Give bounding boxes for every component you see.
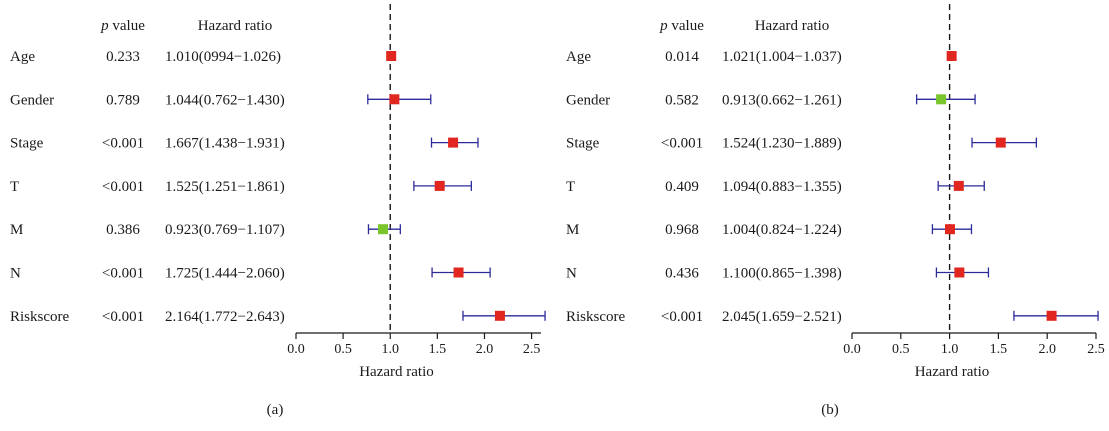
row-hr-text: 1.010(0994−1.026) xyxy=(165,49,281,65)
hr-point-marker xyxy=(946,51,957,61)
hr-point-marker xyxy=(389,94,400,105)
x-tick-label: 1.0 xyxy=(941,342,959,357)
x-axis-label: Hazard ratio xyxy=(915,364,990,380)
x-tick-label: 0.0 xyxy=(287,342,305,357)
hr-point-marker xyxy=(453,267,464,278)
row-p-value: 0.386 xyxy=(106,222,140,238)
hazard-ratio-header: Hazard ratio xyxy=(755,18,830,34)
row-label: N xyxy=(566,266,577,282)
p-value-header-italic: p xyxy=(659,18,668,34)
hr-point-marker xyxy=(936,94,947,105)
p-value-header-italic: p xyxy=(100,18,109,34)
hr-point-marker xyxy=(448,137,459,148)
row-p-value: <0.001 xyxy=(102,179,144,195)
forest-panel-b: p value Hazard ratio Age 0.014 1.021(1.004−1… xyxy=(555,0,1109,426)
row-hr-text: 0.913(0.662−1.261) xyxy=(722,92,842,108)
row-hr-text: 1.021(1.004−1.037) xyxy=(722,49,842,65)
row-hr-text: 1.725(1.444−2.060) xyxy=(165,266,285,282)
row-hr-text: 0.923(0.769−1.107) xyxy=(165,222,285,238)
row-p-value: 0.436 xyxy=(665,266,699,282)
x-tick-label: 2.5 xyxy=(1087,342,1105,357)
row-p-value: 0.789 xyxy=(106,92,140,108)
row-p-value: <0.001 xyxy=(102,266,144,282)
x-tick-label: 0.5 xyxy=(892,342,910,357)
row-label: N xyxy=(10,266,21,282)
hr-point-marker xyxy=(1046,310,1057,321)
hr-point-marker xyxy=(995,137,1006,148)
forest-plot-a: p value Hazard ratio Age 0.233 1.010(0994−1.… xyxy=(10,4,546,418)
row-hr-text: 1.667(1.438−1.931) xyxy=(165,136,285,152)
panel-label: (b) xyxy=(821,402,839,418)
hr-point-marker xyxy=(944,224,955,235)
row-p-value: 0.968 xyxy=(665,222,699,238)
row-p-value: 0.233 xyxy=(106,49,140,65)
p-value-header-rest: value xyxy=(109,18,146,34)
x-tick-label: 2.0 xyxy=(476,342,494,357)
row-hr-text: 1.044(0.762−1.430) xyxy=(165,92,285,108)
row-hr-text: 1.525(1.251−1.861) xyxy=(165,179,285,195)
hr-point-marker xyxy=(377,224,388,235)
x-tick-label: 0.0 xyxy=(843,342,861,357)
row-hr-text: 1.094(0.883−1.355) xyxy=(722,179,842,195)
row-p-value: 0.582 xyxy=(665,92,699,108)
row-label: M xyxy=(566,222,579,238)
row-hr-text: 2.045(1.659−2.521) xyxy=(722,309,842,325)
hazard-ratio-header: Hazard ratio xyxy=(198,18,273,34)
row-label: M xyxy=(10,222,23,238)
x-tick-label: 1.0 xyxy=(381,342,399,357)
x-tick-label: 2.5 xyxy=(523,342,541,357)
panel-label: (a) xyxy=(267,402,284,418)
row-hr-text: 1.524(1.230−1.889) xyxy=(722,136,842,152)
hr-point-marker xyxy=(953,180,964,191)
hr-point-marker xyxy=(494,310,505,321)
x-tick-label: 1.5 xyxy=(429,342,447,357)
row-p-value: <0.001 xyxy=(102,309,144,325)
forest-panel-a: p value Hazard ratio Age 0.233 1.010(0994−1.… xyxy=(0,0,555,426)
row-p-value: 0.409 xyxy=(665,179,699,195)
row-p-value: <0.001 xyxy=(102,136,144,152)
p-value-header: p value xyxy=(659,18,704,34)
hr-point-marker xyxy=(954,267,965,278)
row-label: T xyxy=(566,179,575,195)
hr-point-marker xyxy=(386,51,397,61)
row-p-value: <0.001 xyxy=(661,136,703,152)
row-hr-text: 2.164(1.772−2.643) xyxy=(165,309,285,325)
x-tick-label: 1.5 xyxy=(990,342,1008,357)
x-axis-label: Hazard ratio xyxy=(359,364,434,380)
row-label: T xyxy=(10,179,19,195)
row-label: Riskscore xyxy=(566,309,626,325)
x-tick-label: 2.0 xyxy=(1038,342,1056,357)
row-label: Gender xyxy=(10,92,54,108)
hr-point-marker xyxy=(434,180,445,191)
row-label: Age xyxy=(566,49,591,65)
row-label: Stage xyxy=(566,136,600,152)
row-label: Stage xyxy=(10,136,44,152)
row-label: Riskscore xyxy=(10,309,70,325)
row-p-value: 0.014 xyxy=(665,49,699,65)
x-tick-label: 0.5 xyxy=(334,342,352,357)
row-label: Age xyxy=(10,49,35,65)
p-value-header-rest: value xyxy=(668,18,705,34)
row-label: Gender xyxy=(566,92,610,108)
row-p-value: <0.001 xyxy=(661,309,703,325)
row-hr-text: 1.100(0.865−1.398) xyxy=(722,266,842,282)
p-value-header: p value xyxy=(100,18,145,34)
row-hr-text: 1.004(0.824−1.224) xyxy=(722,222,842,238)
forest-plot-b: p value Hazard ratio Age 0.014 1.021(1.004−1… xyxy=(566,4,1105,418)
